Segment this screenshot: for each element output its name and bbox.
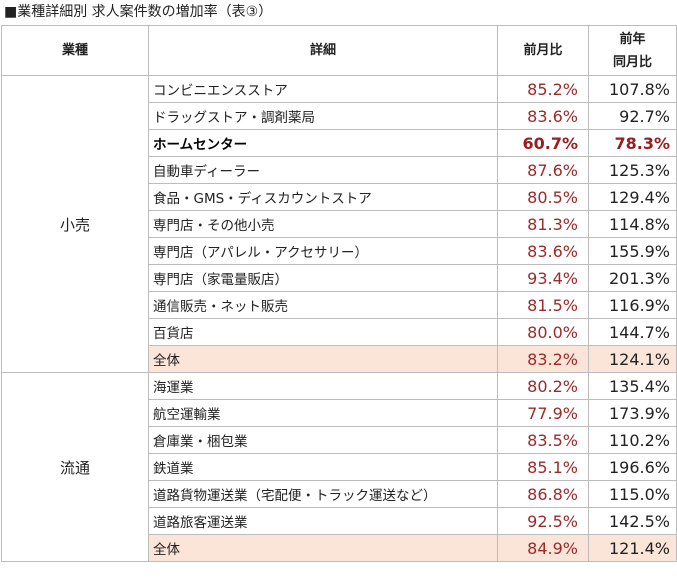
table-row: 専門店（アパレル・アクセサリー） 83.6% 155.9% — [2, 237, 677, 265]
mom-cell: 85.2% — [497, 75, 589, 103]
mom-cell: 60.7% — [497, 129, 589, 157]
table-title: ■業種詳細別 求人案件数の増加率（表③） — [4, 4, 273, 20]
table-row: 流通 海運業 80.2% 135.4% — [1, 372, 677, 562]
yoy-cell: 121.4% — [588, 534, 677, 562]
table-row: 専門店（家電量販店） 93.4% 201.3% — [2, 264, 677, 292]
header-yoy-line2: 同月比 — [612, 54, 652, 70]
detail-cell: 専門店（家電量販店） — [148, 264, 498, 292]
mom-cell: 80.5% — [497, 183, 589, 211]
yoy-cell: 110.2% — [588, 426, 677, 454]
yoy-cell: 107.8% — [588, 75, 677, 103]
detail-cell: 自動車ディーラー — [148, 156, 498, 184]
header-yoy-line1: 前年 — [619, 31, 646, 47]
header-yoy: 前年 同月比 — [588, 25, 677, 76]
table-row: 倉庫業・梱包業 83.5% 110.2% — [2, 426, 677, 454]
detail-cell: ホームセンター — [148, 129, 498, 157]
header-row: 業種 詳細 前月比 前年 同月比 — [1, 25, 677, 76]
yoy-cell: 201.3% — [588, 264, 677, 292]
header-mom: 前月比 — [497, 25, 589, 76]
table-row: 自動車ディーラー 87.6% 125.3% — [2, 156, 677, 184]
mom-cell: 93.4% — [497, 264, 589, 292]
detail-cell: 道路旅客運送業 — [148, 507, 498, 535]
category-cell: 流通 — [1, 372, 149, 562]
mom-cell: 81.5% — [497, 291, 589, 319]
detail-cell: 通信販売・ネット販売 — [148, 291, 498, 319]
yoy-cell: 135.4% — [588, 372, 677, 400]
detail-cell: 専門店・その他小売 — [148, 210, 498, 238]
mom-cell: 81.3% — [497, 210, 589, 238]
detail-cell: 鉄道業 — [148, 453, 498, 481]
table-row: 小売 コンビニエンスストア 85.2% 107.8% — [1, 75, 677, 373]
yoy-cell: 173.9% — [588, 399, 677, 427]
detail-cell: 航空運輸業 — [148, 399, 498, 427]
mom-cell: 86.8% — [497, 480, 589, 508]
yoy-cell: 155.9% — [588, 237, 677, 265]
mom-cell: 83.6% — [497, 237, 589, 265]
header-industry: 業種 — [1, 25, 149, 76]
detail-cell: 専門店（アパレル・アクセサリー） — [148, 237, 498, 265]
yoy-cell: 142.5% — [588, 507, 677, 535]
mom-cell: 83.5% — [497, 426, 589, 454]
total-row: 全体 83.2% 124.1% — [2, 345, 677, 373]
yoy-cell: 144.7% — [588, 318, 677, 346]
table-row: ホームセンター 60.7% 78.3% — [2, 129, 677, 157]
yoy-cell: 114.8% — [588, 210, 677, 238]
detail-cell: 食品・GMS・ディスカウントストア — [148, 183, 498, 211]
table-row: ドラッグストア・調剤薬局 83.6% 92.7% — [2, 102, 677, 130]
job-listings-growth-table: 業種 詳細 前月比 前年 同月比 小売 コンビニエンスストア 85.2% 107.8%… — [1, 25, 677, 562]
detail-cell: コンビニエンスストア — [148, 75, 498, 103]
table-row: 道路貨物運送業（宅配便・トラック運送など） 86.8% 115.0% — [2, 480, 677, 508]
detail-cell: 全体 — [148, 534, 498, 562]
mom-cell: 87.6% — [497, 156, 589, 184]
category-cell: 小売 — [1, 75, 149, 373]
detail-cell: ドラッグストア・調剤薬局 — [148, 102, 498, 130]
table-row: 道路旅客運送業 92.5% 142.5% — [2, 507, 677, 535]
mom-cell: 80.0% — [497, 318, 589, 346]
mom-cell: 83.2% — [497, 345, 589, 373]
table-row: 百貨店 80.0% 144.7% — [2, 318, 677, 346]
header-detail: 詳細 — [148, 25, 498, 76]
mom-cell: 80.2% — [497, 372, 589, 400]
detail-cell: 全体 — [148, 345, 498, 373]
table-body: 小売 コンビニエンスストア 85.2% 107.8% ドラッグストア・調剤薬局 83.6%… — [1, 75, 677, 562]
table-row: 専門店・その他小売 81.3% 114.8% — [2, 210, 677, 238]
mom-cell: 85.1% — [497, 453, 589, 481]
yoy-cell: 124.1% — [588, 345, 677, 373]
yoy-cell: 129.4% — [588, 183, 677, 211]
yoy-cell: 78.3% — [588, 129, 677, 157]
mom-cell: 83.6% — [497, 102, 589, 130]
detail-cell: 道路貨物運送業（宅配便・トラック運送など） — [148, 480, 498, 508]
mom-cell: 84.9% — [497, 534, 589, 562]
mom-cell: 92.5% — [497, 507, 589, 535]
yoy-cell: 125.3% — [588, 156, 677, 184]
table-row: 食品・GMS・ディスカウントストア 80.5% 129.4% — [2, 183, 677, 211]
yoy-cell: 115.0% — [588, 480, 677, 508]
total-row: 全体 84.9% 121.4% — [2, 534, 677, 562]
yoy-cell: 92.7% — [588, 102, 677, 130]
detail-cell: 海運業 — [148, 372, 498, 400]
table-row: 通信販売・ネット販売 81.5% 116.9% — [2, 291, 677, 319]
detail-cell: 倉庫業・梱包業 — [148, 426, 498, 454]
yoy-cell: 116.9% — [588, 291, 677, 319]
yoy-cell: 196.6% — [588, 453, 677, 481]
detail-cell: 百貨店 — [148, 318, 498, 346]
mom-cell: 77.9% — [497, 399, 589, 427]
